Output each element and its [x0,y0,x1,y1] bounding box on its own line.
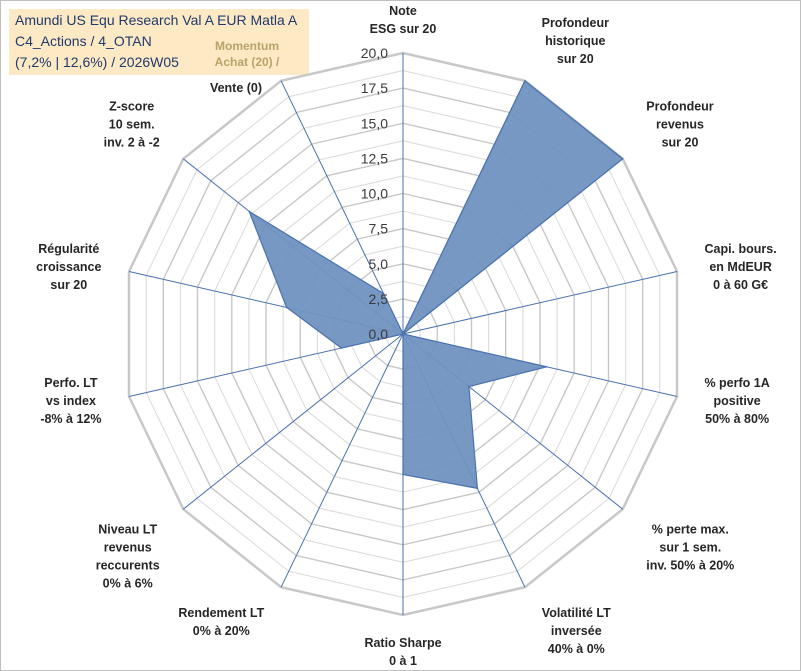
axis-label-7: Ratio Sharpe 0 à 1 [364,636,441,668]
axis-label-5: % perte max. sur 1 sem. inv. 50% à 20% [646,523,734,573]
axis-label-7-line-0: Ratio Sharpe [364,636,441,650]
axis-label-12: Z-score 10 sem. inv. 2 à -2 [104,99,160,149]
axis-label-1-line-2: sur 20 [557,52,594,66]
axis-label-7-line-1: 0 à 1 [389,654,417,668]
axis-label-0-line-0: Note [389,4,417,18]
axis-label-4-line-1: positive [713,394,760,408]
axis-label-2-line-2: sur 20 [662,135,699,149]
axis-label-8-line-0: Rendement LT [178,606,264,620]
axis-label-10-line-0: Perfo. LT [44,376,98,390]
axis-spoke-8 [280,333,404,588]
axis-label-4-line-2: 50% à 80% [705,412,769,426]
radial-tick-label: 0,0 [369,326,389,342]
axis-label-3-line-2: 0 à 60 G€ [713,278,768,292]
radial-tick-label: 12,5 [361,150,388,166]
axis-label-3-line-0: Capi. bours. [704,242,776,256]
radial-tick-label: 2,5 [369,291,389,307]
axis-label-6: Volatilité LT inversée 40% à 0% [542,606,611,656]
axis-label-0: Note ESG sur 20 [370,4,437,36]
axis-label-2-line-1: revenus [656,117,704,131]
axis-label-8: Rendement LT 0% à 20% [178,606,264,638]
data-point-12 [248,210,250,213]
data-point-2 [621,158,624,160]
axis-label-9-line-0: Niveau LT [98,523,157,537]
axis-label-momentum-line-1: Momentum [215,39,279,53]
axis-spoke-13 [280,80,404,335]
axis-label-11: Régularité croissance sur 20 [36,242,101,292]
axis-label-5-line-0: % perte max. [652,523,729,537]
axis-label-10-line-1: vs index [46,394,96,408]
chart-title-line-1: Amundi US Equ Research Val A EUR Matla A [15,12,298,28]
chart-title-line-2: C4_Actions / 4_OTAN [15,33,152,49]
axis-label-1: Profondeur historique sur 20 [542,16,609,66]
axis-label-9: Niveau LT revenus reccurents 0% à 6% [96,523,160,591]
axis-label-3: Capi. bours. en MdEUR 0 à 60 G€ [704,242,776,292]
axis-label-12-line-2: inv. 2 à -2 [104,135,160,149]
axis-label-1-line-0: Profondeur [542,16,609,30]
radial-tick-label: 15,0 [361,115,388,131]
data-point-4 [546,366,548,368]
axis-label-5-line-1: sur 1 sem. [659,541,721,555]
axis-label-11-line-1: croissance [36,260,101,274]
axis-label-8-line-1: 0% à 20% [193,624,250,638]
data-point-1 [524,80,526,82]
axis-label-0-line-1: ESG sur 20 [370,22,437,36]
axis-label-9-line-2: reccurents [96,559,160,573]
axis-label-12-line-0: Z-score [109,99,154,113]
axis-label-6-line-2: 40% à 0% [548,642,605,656]
axis-label-2-line-0: Profondeur [646,99,713,113]
axis-label-9-line-1: revenus [104,541,152,555]
data-point-9 [402,333,404,335]
axis-label-1-line-1: historique [545,34,605,48]
axis-label-5-line-2: inv. 50% à 20% [646,559,734,573]
axis-spoke-3 [402,271,678,335]
axis-spoke-9 [182,333,404,510]
axis-label-11-line-0: Régularité [38,242,99,256]
data-point-10 [340,347,343,349]
data-point-6 [476,487,479,490]
radial-tick-label: 17,5 [361,80,388,96]
axis-label-3-line-1: en MdEUR [709,260,772,274]
radial-tick-label: 5,0 [369,256,389,272]
data-point-5 [468,385,470,388]
axis-label-9-line-3: 0% à 6% [103,577,153,591]
axis-label-momentum-line-3: Vente (0) [210,81,262,95]
axis-label-10-line-2: -8% à 12% [40,412,101,426]
data-point-13 [382,292,385,295]
axis-label-6-line-1: inversée [551,624,602,638]
axis-label-10: Perfo. LT vs index -8% à 12% [40,376,101,426]
axis-label-2: Profondeur revenus sur 20 [646,99,713,149]
radial-tick-label: 10,0 [361,186,388,202]
chart-title-line-3: (7,2% | 12,6%) / 2026W05 [15,54,179,70]
data-point-11 [285,306,288,309]
axis-label-momentum-line-2: Achat (20) / [214,55,280,69]
radial-tick-label: 7,5 [369,221,389,237]
axis-label-4-line-0: % perfo 1A [704,376,769,390]
data-point-7 [402,473,404,476]
radial-tick-label: 20,0 [361,45,388,61]
axis-label-11-line-2: sur 20 [50,278,87,292]
axis-label-6-line-0: Volatilité LT [542,606,611,620]
axis-label-12-line-1: 10 sem. [109,117,155,131]
chart-title-box: Amundi US Equ Research Val A EUR Matla A… [9,9,309,75]
axis-label-4: % perfo 1A positive 50% à 80% [704,376,769,426]
axis-label-momentum-shaded: Momentum Achat (20) / [197,38,297,70]
data-series-area [247,79,624,490]
